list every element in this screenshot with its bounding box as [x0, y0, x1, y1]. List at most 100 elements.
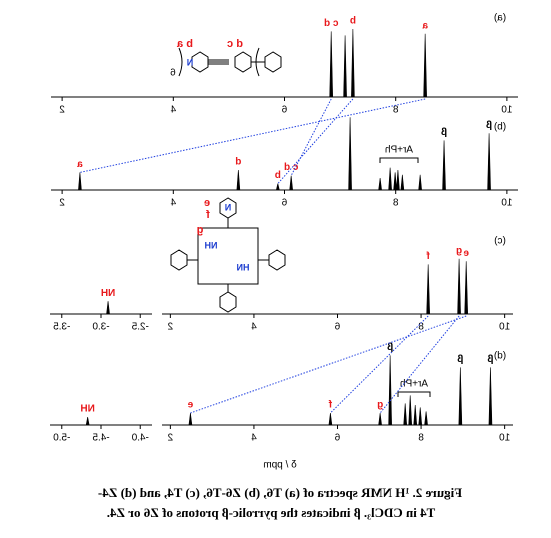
panel-label: (b) [494, 122, 506, 133]
peak [442, 140, 446, 191]
peak [464, 261, 468, 315]
peak [457, 258, 461, 315]
x-tick-label: -4.5 [92, 433, 110, 444]
x-tick-label: 6 [334, 433, 340, 444]
structure-label: d c [227, 38, 243, 50]
peak [396, 169, 400, 191]
peak-label: NH [80, 404, 94, 415]
peak-label: β [387, 342, 393, 353]
x-tick-label: 6 [334, 322, 340, 333]
structure-label: N [187, 57, 194, 67]
peak [403, 403, 407, 426]
peak [418, 174, 422, 191]
x-tick-label: -4.0 [131, 433, 149, 444]
peak [289, 175, 293, 191]
x-axis-title: δ / ppm [263, 460, 296, 471]
peak-label: β [441, 127, 447, 138]
peak-label: f [426, 251, 430, 262]
x-tick-label: 10 [501, 105, 513, 116]
structure-label: e [204, 197, 210, 209]
peak-label: NH [101, 288, 115, 299]
peak [400, 174, 405, 191]
structure-label: b a [176, 38, 193, 50]
peak-label: e [187, 400, 193, 411]
x-tick-label: 4 [170, 105, 176, 116]
peak-label: c d [284, 162, 298, 173]
peak [236, 169, 241, 191]
x-tick-label: -5.0 [53, 433, 71, 444]
mirrored-figure: b a d c N 6 e f g N NH HN δ / ppm Figure… [50, 13, 518, 520]
peak [458, 367, 463, 426]
peak [348, 117, 352, 191]
peak-label: d [235, 157, 241, 168]
peak-label: c d [324, 18, 338, 29]
structure-c [170, 197, 286, 313]
x-tick-label: 10 [501, 198, 513, 209]
peak [488, 367, 493, 426]
peak-label: g [377, 400, 383, 411]
peak-label: b [275, 170, 281, 181]
panel-label: (a) [494, 13, 506, 24]
peak-label: β [486, 120, 492, 131]
x-tick-label: 10 [499, 322, 511, 333]
structure-label: N [225, 202, 232, 212]
peak-label: e [463, 248, 469, 259]
x-tick-label: 8 [392, 198, 398, 209]
peak [408, 395, 413, 426]
x-tick-label: 8 [392, 105, 398, 116]
peak [487, 133, 491, 191]
peak [418, 407, 423, 426]
x-tick-label: 4 [251, 322, 257, 333]
correlation-line [190, 315, 467, 414]
peak [378, 412, 382, 426]
correlation-line [290, 98, 332, 176]
peak [388, 167, 392, 191]
peak-label: a [422, 20, 428, 31]
x-tick-label: 2 [59, 105, 65, 116]
annotation-bracket [379, 157, 419, 163]
annotation-bracket [397, 391, 431, 397]
x-tick-label: -2.5 [131, 322, 149, 333]
peak [413, 404, 418, 426]
peak-label: g [456, 245, 462, 256]
x-tick-label: 6 [281, 105, 287, 116]
correlation-line [330, 315, 429, 414]
x-tick-label: 8 [418, 322, 424, 333]
x-tick-label: 6 [281, 198, 287, 209]
x-tick-label: 8 [418, 433, 424, 444]
peak [378, 177, 382, 191]
structure-label: HN [237, 262, 250, 272]
x-tick-label: -3.0 [92, 322, 110, 333]
annotation: Ar+Ph [385, 145, 413, 156]
x-tick-label: -3.5 [53, 322, 71, 333]
correlation-line [277, 98, 354, 184]
structure-a [178, 47, 282, 77]
structure-label: f [206, 209, 210, 221]
peak [78, 172, 82, 191]
peak [106, 301, 110, 315]
peak [85, 416, 90, 426]
x-tick-label: 2 [167, 433, 173, 444]
peak [329, 31, 333, 98]
panel-label: (c) [494, 236, 506, 247]
peak-label: β [457, 354, 463, 365]
peak [343, 35, 347, 98]
peak [423, 33, 427, 98]
x-tick-label: 4 [251, 433, 257, 444]
x-tick-label: 4 [170, 198, 176, 209]
caption: T4 in CDCl₃. β indicates the pyrrolic-β … [107, 505, 436, 520]
structure-label: NH [205, 240, 218, 250]
caption: Figure 2. ¹H NMR spectra of (a) T6, (b) … [98, 485, 462, 500]
peak-label: β [487, 354, 493, 365]
peak [388, 355, 392, 426]
correlation-line [79, 98, 426, 173]
panel-label: (d) [494, 351, 506, 362]
structure-label: 6 [170, 68, 176, 79]
peak [393, 172, 397, 191]
peak [351, 28, 355, 98]
structure-label: g [197, 224, 204, 236]
annotation: Ar+Ph [400, 379, 428, 390]
x-tick-label: 2 [167, 322, 173, 333]
peak [276, 183, 280, 191]
